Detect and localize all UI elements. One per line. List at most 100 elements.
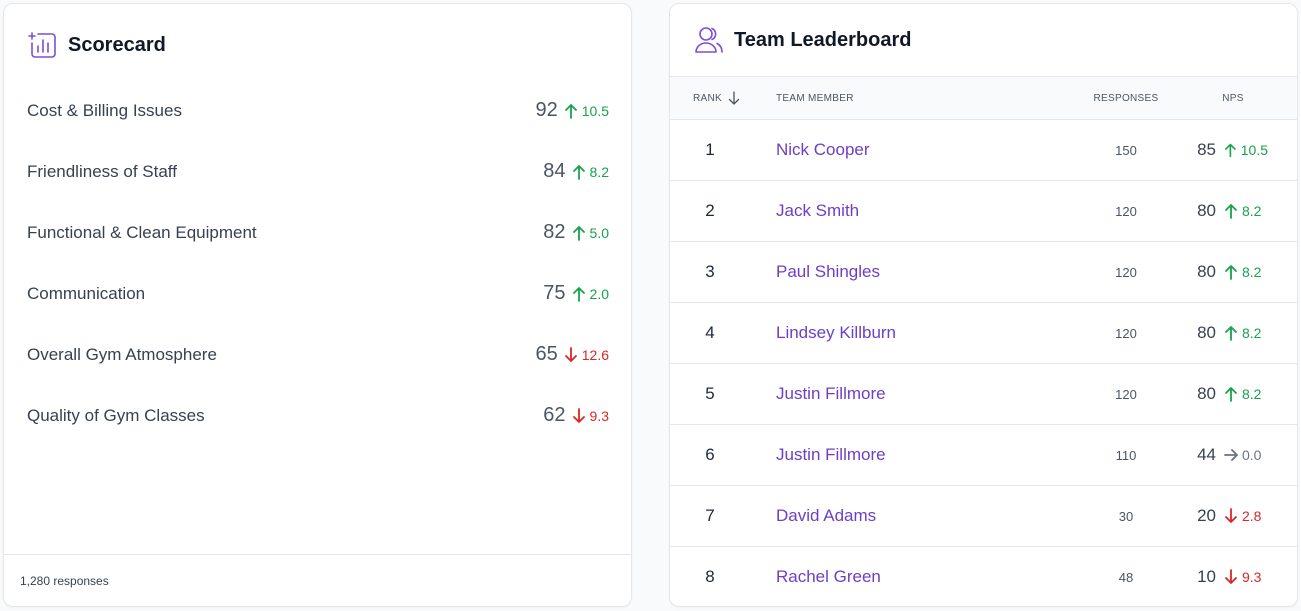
trend-delta: 10.5 (1224, 142, 1268, 158)
team-member-link[interactable]: Paul Shingles (776, 262, 880, 281)
nps-score: 80 (1197, 384, 1216, 403)
trend-delta: 8.2 (572, 164, 609, 180)
trend-delta: 0.0 (1224, 447, 1268, 463)
table-row: 5 Justin Fillmore 120 80 8.2 (670, 364, 1297, 425)
table-row: 2 Jack Smith 120 80 8.2 (670, 181, 1297, 242)
team-member-link[interactable]: Rachel Green (776, 567, 881, 586)
nps-column-header: NPS (1222, 92, 1244, 104)
rank-cell: 4 (705, 323, 715, 342)
rank-cell: 8 (705, 567, 715, 586)
metric-row: Cost & Billing Issues 92 10.5 (27, 80, 609, 141)
arrow-down-icon (1225, 569, 1237, 584)
leaderboard-card: Team Leaderboard RANK TEAM MEMBER RESPON… (669, 3, 1298, 607)
responses-column-header: RESPONSES (1093, 92, 1159, 104)
trend-delta: 5.0 (572, 225, 609, 241)
arrow-up-icon (1225, 387, 1237, 402)
arrow-down-icon (1225, 508, 1237, 523)
nps-score: 80 (1197, 323, 1216, 342)
delta-value: 10.5 (1240, 142, 1268, 158)
table-row: 7 David Adams 30 20 2.8 (670, 486, 1297, 547)
scorecard-header: Scorecard (28, 30, 166, 60)
team-member-link[interactable]: Justin Fillmore (776, 384, 886, 403)
arrow-up-icon (564, 103, 577, 119)
metric-label: Friendliness of Staff (27, 161, 177, 181)
metric-score: 62 (543, 404, 566, 426)
member-column-header: TEAM MEMBER (776, 92, 854, 104)
rank-header-label: RANK (693, 92, 722, 104)
leaderboard-header: Team Leaderboard (694, 25, 911, 55)
delta-value: 8.2 (1242, 386, 1262, 402)
metric-label: Quality of Gym Classes (27, 405, 205, 425)
metric-row: Functional & Clean Equipment 82 5.0 (27, 202, 609, 263)
arrow-down-icon (564, 346, 577, 362)
response-count: 1,280 responses (4, 554, 631, 606)
metric-label: Cost & Billing Issues (27, 100, 182, 120)
rank-cell: 2 (705, 201, 715, 220)
trend-delta: 8.2 (1224, 264, 1268, 280)
trend-delta: 9.3 (1224, 569, 1268, 585)
nps-score: 85 (1197, 140, 1216, 159)
nps-cell: 80 8.2 (1180, 242, 1280, 302)
delta-value: 2.8 (1242, 508, 1262, 524)
metric-label: Functional & Clean Equipment (27, 222, 257, 242)
table-row: 6 Justin Fillmore 110 44 0.0 (670, 425, 1297, 486)
metric-score: 92 (535, 99, 558, 121)
metric-row: Quality of Gym Classes 62 9.3 (27, 385, 609, 446)
delta-value: 10.5 (581, 102, 609, 119)
nps-cell: 85 10.5 (1180, 120, 1280, 180)
responses-cell: 120 (1115, 203, 1137, 219)
nps-cell: 10 9.3 (1180, 547, 1280, 606)
metric-value-group: 65 12.6 (536, 343, 610, 366)
metric-value-group: 75 2.0 (543, 282, 609, 305)
responses-cell: 48 (1118, 569, 1134, 585)
table-row: 4 Lindsey Killburn 120 80 8.2 (670, 303, 1297, 364)
scorecard-title: Scorecard (68, 33, 166, 56)
arrow-down-icon (572, 407, 585, 423)
rank-cell: 1 (705, 140, 715, 159)
team-member-link[interactable]: David Adams (776, 506, 877, 525)
rank-cell: 3 (705, 262, 715, 281)
trend-delta: 10.5 (564, 103, 609, 119)
arrow-up-icon (572, 164, 585, 180)
responses-cell: 120 (1115, 264, 1137, 280)
metric-value-group: 92 10.5 (536, 99, 610, 122)
rank-cell: 6 (705, 445, 715, 464)
metric-value-group: 84 8.2 (543, 160, 609, 183)
team-member-link[interactable]: Nick Cooper (776, 140, 870, 159)
trend-delta: 8.2 (1224, 386, 1268, 402)
responses-cell: 120 (1115, 386, 1137, 402)
responses-cell: 110 (1115, 447, 1137, 463)
metric-label: Communication (27, 283, 146, 303)
responses-cell: 150 (1115, 142, 1137, 158)
users-icon (694, 25, 724, 55)
team-member-link[interactable]: Lindsey Killburn (776, 323, 897, 342)
nps-cell: 80 8.2 (1180, 181, 1280, 241)
metric-row: Overall Gym Atmosphere 65 12.6 (27, 324, 609, 385)
chart-plus-icon (28, 30, 58, 60)
team-member-link[interactable]: Justin Fillmore (776, 445, 886, 464)
team-member-link[interactable]: Jack Smith (776, 201, 860, 220)
nps-cell: 80 8.2 (1180, 364, 1280, 424)
table-row: 8 Rachel Green 48 10 9.3 (670, 547, 1297, 606)
delta-value: 12.6 (581, 346, 609, 363)
sort-down-icon (728, 91, 740, 105)
metric-score: 82 (543, 221, 566, 243)
delta-value: 9.3 (589, 407, 609, 424)
metric-score: 65 (535, 343, 558, 365)
metric-row: Communication 75 2.0 (27, 263, 609, 324)
nps-score: 20 (1197, 506, 1216, 525)
table-row: 1 Nick Cooper 150 85 10.5 (670, 120, 1297, 181)
nps-cell: 80 8.2 (1180, 303, 1280, 363)
trend-delta: 2.8 (1224, 508, 1268, 524)
nps-score: 80 (1197, 201, 1216, 220)
trend-delta: 12.6 (564, 347, 609, 363)
delta-value: 8.2 (589, 163, 609, 180)
responses-cell: 30 (1118, 508, 1134, 524)
leaderboard-rows: 1 Nick Cooper 150 85 10.5 2 Jack Smith 120 80 8.2… (670, 120, 1297, 606)
rank-column-header[interactable]: RANK (693, 77, 740, 119)
metric-value-group: 62 9.3 (543, 404, 609, 427)
arrow-up-icon (1225, 204, 1237, 219)
table-header: RANK TEAM MEMBER RESPONSES NPS (670, 76, 1297, 120)
arrow-up-icon (572, 225, 585, 241)
metric-score: 84 (543, 160, 566, 182)
